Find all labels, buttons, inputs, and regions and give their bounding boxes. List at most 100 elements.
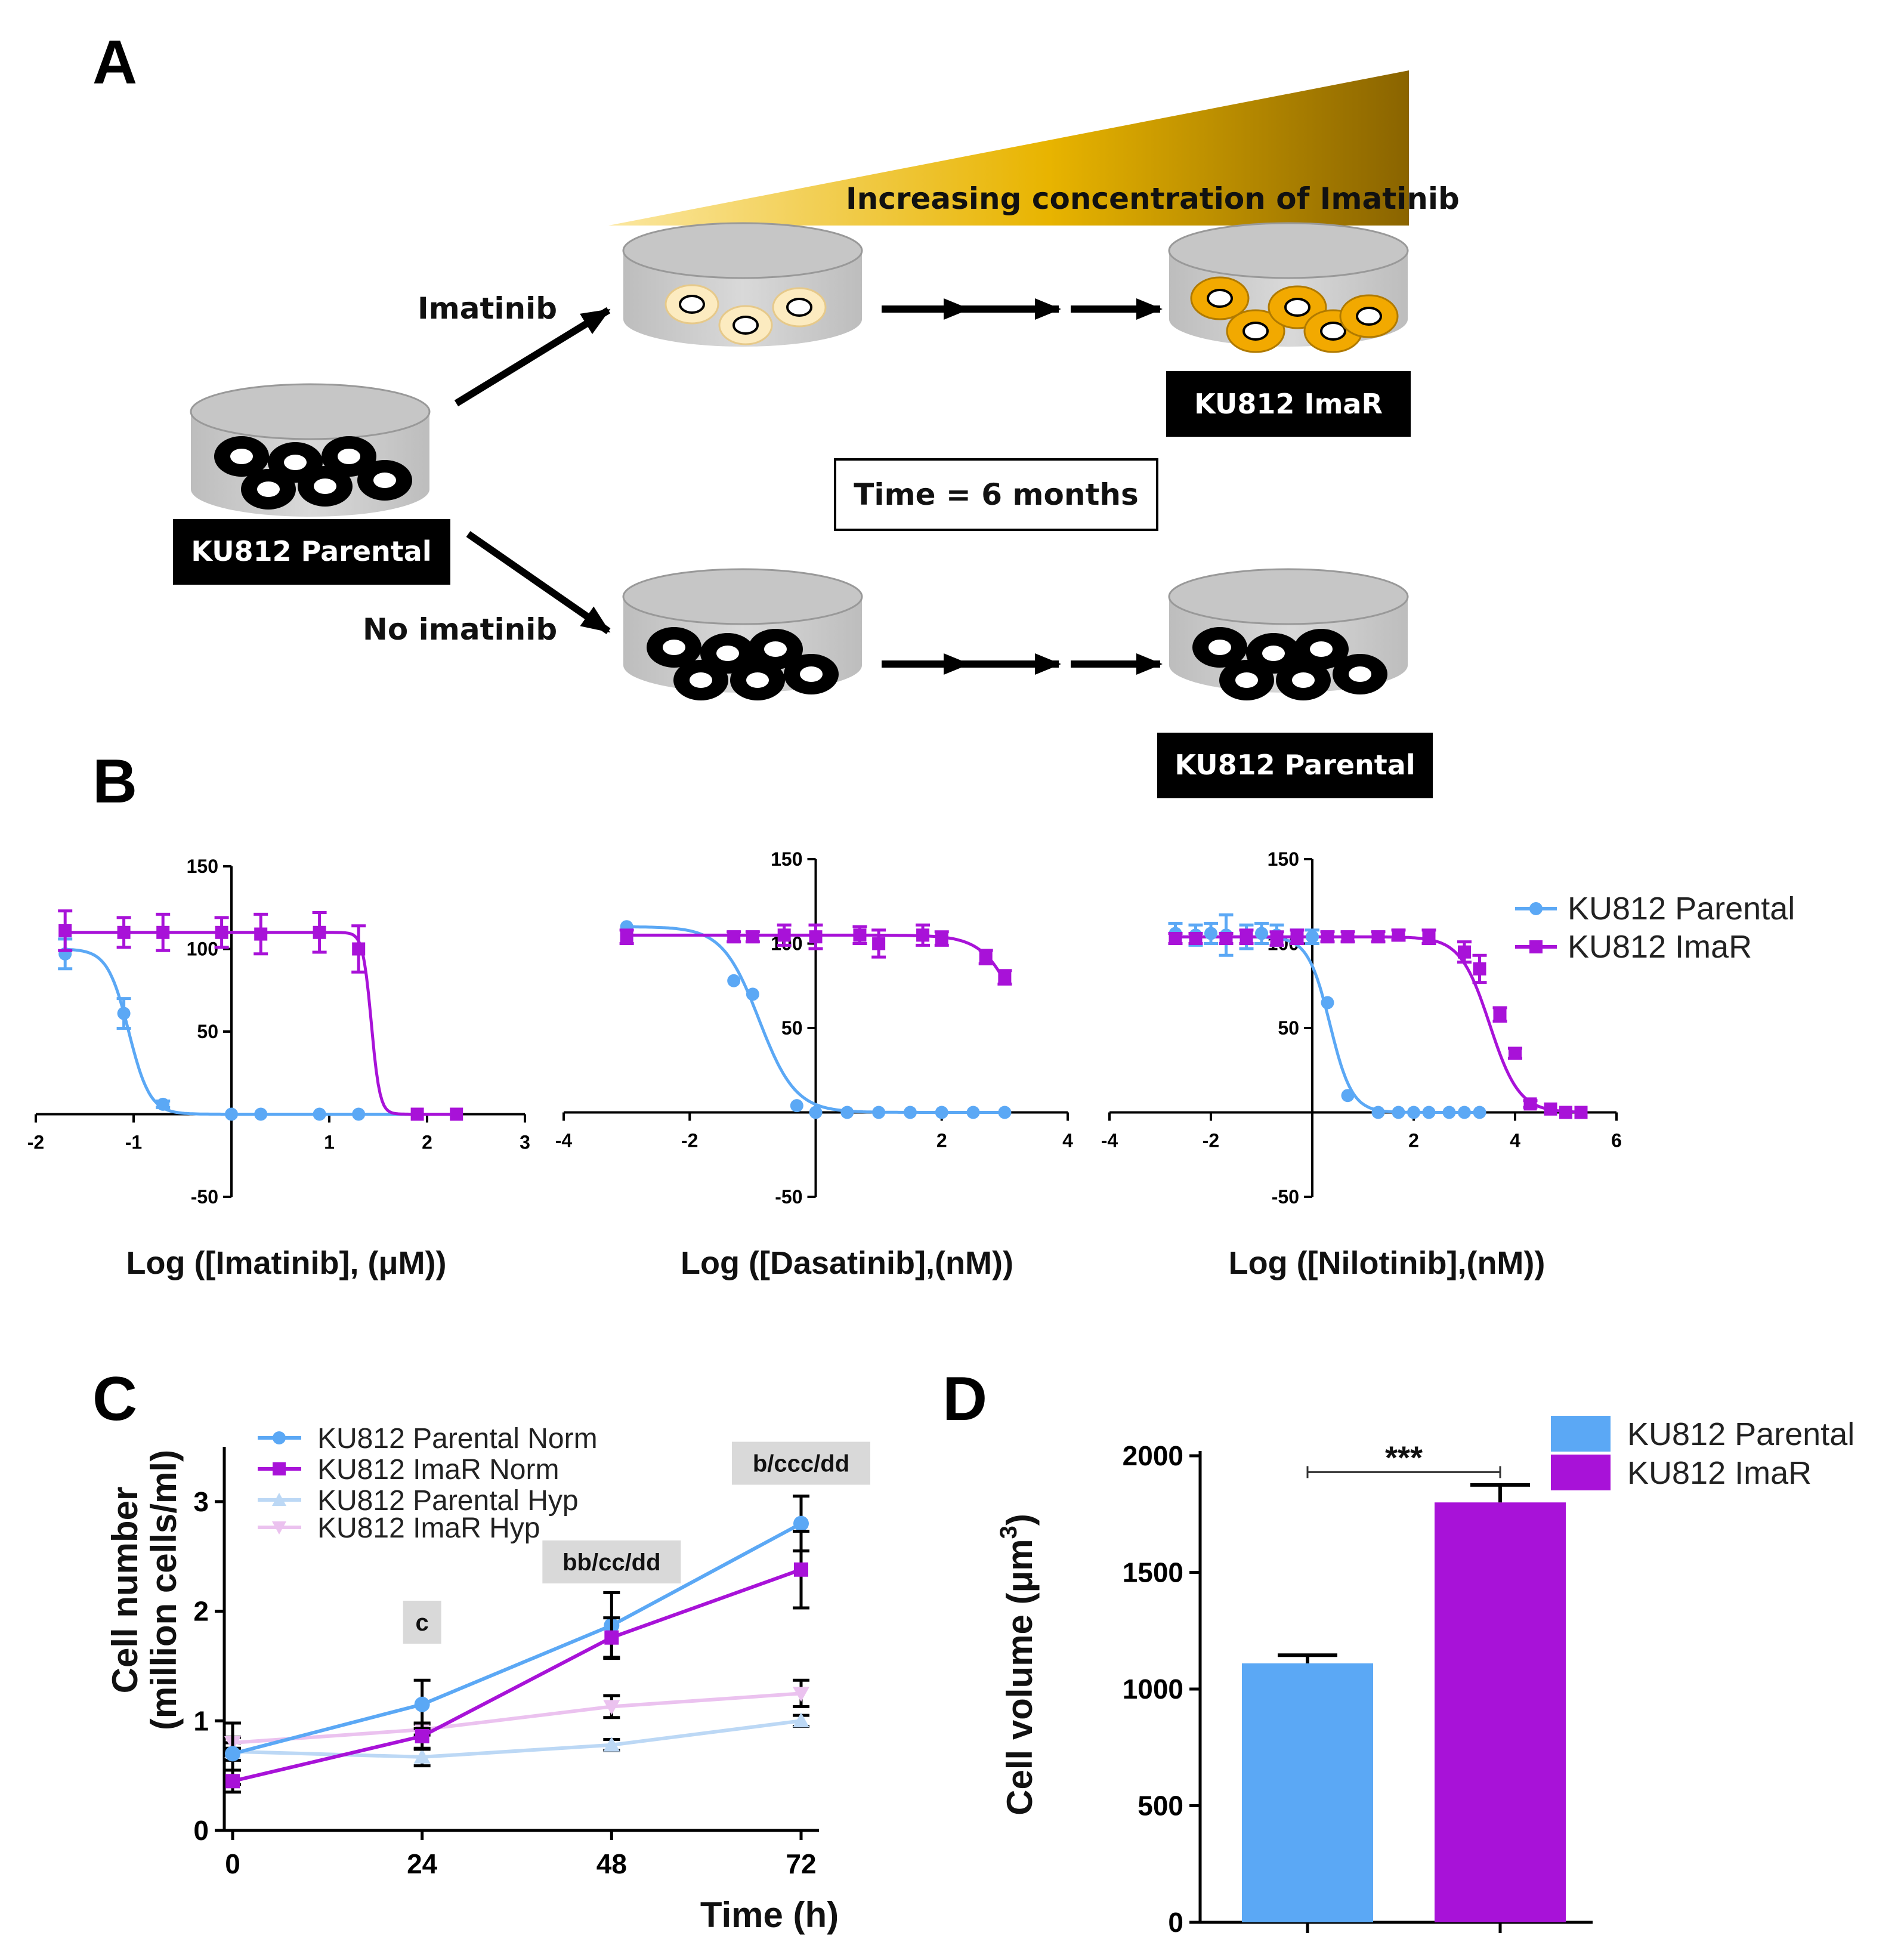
significance-annotation-box	[403, 1600, 441, 1644]
gradient-label: Increasing concentration of Imatinib	[846, 181, 1460, 216]
bar-parental	[1242, 1663, 1373, 1922]
data-point-parental	[156, 1097, 170, 1111]
x-tick-label: 72	[786, 1848, 816, 1879]
y-tick-label: 2000	[1123, 1440, 1183, 1471]
significance-annotation-box	[542, 1540, 681, 1583]
legend-c-imar-hyp-label: KU812 ImaR Hyp	[317, 1512, 540, 1544]
x-tick-label: -2	[27, 1132, 44, 1153]
legend-d-imar-swatch	[1551, 1455, 1611, 1490]
data-point-parental-norm	[793, 1515, 809, 1532]
data-point-parental-hyp	[413, 1748, 431, 1764]
panel-b-letter: B	[92, 747, 137, 816]
y-tick-label: 50	[197, 1021, 218, 1042]
x-tick-label: -2	[1203, 1130, 1219, 1151]
ylabel-cell-number-unit: (million cells/ml)	[144, 1450, 184, 1730]
data-point-parental	[1255, 927, 1268, 940]
xlabel-time: Time (h)	[700, 1895, 839, 1935]
data-point-imar-hyp	[793, 1687, 809, 1702]
series-line-imar-hyp	[232, 1691, 802, 1745]
data-point-parental	[746, 987, 759, 1001]
y-tick-label: 50	[781, 1017, 803, 1039]
data-point-parental	[254, 1107, 268, 1121]
fit-curve-parental	[65, 947, 457, 1116]
legend-c-imar-hyp-marker	[272, 1521, 286, 1535]
data-point-imar	[1341, 930, 1355, 944]
data-point-parental-norm	[414, 1696, 430, 1712]
y-tick-label: 150	[1268, 848, 1299, 870]
data-point-imar	[1169, 932, 1182, 946]
legend-c-imar-norm-label: KU812 ImaR Norm	[317, 1454, 559, 1486]
legend-b-imar-marker	[1529, 940, 1543, 953]
y-tick-label: 1	[193, 1705, 209, 1736]
data-point-imar	[1392, 928, 1405, 942]
legend-c: KU812 Parental Norm KU812 ImaR Norm KU81…	[258, 1423, 598, 1544]
y-tick-label: 1000	[1123, 1674, 1183, 1705]
data-point-parental-hyp	[793, 1712, 809, 1728]
data-point-parental	[935, 1106, 948, 1119]
xlabel-nilotinib: Log ([Nilotinib],(nM))	[1229, 1245, 1546, 1281]
time-label: Time = 6 months	[854, 477, 1138, 512]
ylabel-cell-number: Cell number	[105, 1487, 145, 1694]
chart-nilotinib: -4-224615010050-50 Log ([Nilotinib],(nM)…	[1101, 848, 1622, 1281]
data-point-imar	[117, 925, 131, 939]
data-point-parental	[1321, 996, 1334, 1009]
data-point-imar	[215, 925, 228, 939]
legend-d: KU812 Parental KU812 ImaR	[1551, 1416, 1854, 1491]
xlabel-dasatinib: Log ([Dasatinib],(nM))	[681, 1245, 1013, 1281]
legend-b: KU812 Parental KU812 ImaR	[1515, 891, 1795, 965]
x-tick-label: -1	[125, 1132, 142, 1153]
legend-b-parental-label: KU812 Parental	[1568, 891, 1795, 927]
significance-stars: ***	[1385, 1440, 1423, 1475]
data-point-imar-norm	[415, 1729, 429, 1744]
y-tick-label: -50	[775, 1186, 802, 1208]
significance-annotation: b/ccc/dd	[753, 1451, 849, 1477]
data-point-parental	[352, 1107, 366, 1121]
imatinib-label: Imatinib	[418, 291, 557, 326]
data-point-imar	[1290, 930, 1304, 944]
y-tick-label: 0	[193, 1815, 209, 1846]
arrow-to-imatinib	[454, 307, 611, 407]
data-point-imar	[979, 950, 993, 964]
data-point-parental	[809, 1106, 823, 1119]
x-tick-label: 2	[1408, 1130, 1419, 1151]
data-point-imar	[1523, 1097, 1537, 1111]
y-tick-label: 3	[193, 1486, 209, 1517]
y-tick-label: 50	[1278, 1017, 1299, 1039]
data-point-imar-norm	[225, 1774, 240, 1789]
data-point-imar	[746, 930, 759, 944]
data-point-imar	[620, 930, 633, 944]
x-tick-label: 3	[520, 1132, 530, 1153]
data-point-imar	[998, 971, 1012, 984]
data-point-imar	[809, 930, 823, 944]
significance-annotation-box	[732, 1441, 870, 1485]
data-point-imar	[1240, 930, 1253, 944]
data-point-parental	[1442, 1106, 1456, 1119]
x-tick-label: 24	[407, 1848, 438, 1879]
data-point-imar-hyp	[603, 1700, 620, 1715]
data-point-imar	[1544, 1102, 1557, 1116]
data-point-parental	[1473, 1106, 1486, 1119]
start-label: KU812 Parental	[191, 535, 431, 567]
no-imatinib-label: No imatinib	[363, 612, 557, 647]
series-line-imar-norm	[232, 1567, 802, 1783]
significance-annotation: bb/cc/dd	[562, 1549, 660, 1576]
panel-a-letter: A	[92, 28, 137, 97]
data-point-parental	[998, 1106, 1012, 1119]
x-tick-label: -4	[1101, 1130, 1118, 1151]
legend-c-parental-norm-marker	[273, 1431, 286, 1444]
data-point-imar	[1321, 930, 1334, 944]
fit-curve-imar	[1175, 935, 1581, 1114]
legend-c-parental-hyp-label: KU812 Parental Hyp	[317, 1485, 579, 1517]
significance-annotation: c	[416, 1610, 429, 1636]
x-tick-label: 0	[225, 1848, 240, 1879]
data-point-imar	[58, 924, 72, 938]
legend-c-parental-norm-label: KU812 Parental Norm	[317, 1423, 598, 1455]
bottom-end-label: KU812 Parental	[1174, 749, 1415, 781]
ylabel-cell-volume: Cell volume (μm3)	[996, 1514, 1040, 1816]
chart-imatinib: -2 -1 1 2 3 150 100 50 -50 Log ([Imatinib], (μM)…	[27, 856, 530, 1281]
y-tick-label: 500	[1138, 1790, 1183, 1821]
data-point-parental	[840, 1106, 854, 1119]
x-tick-label: 2	[422, 1132, 432, 1153]
y-tick-label: 1500	[1123, 1557, 1183, 1588]
ylabel-cell-volume-close: )	[1000, 1514, 1040, 1526]
